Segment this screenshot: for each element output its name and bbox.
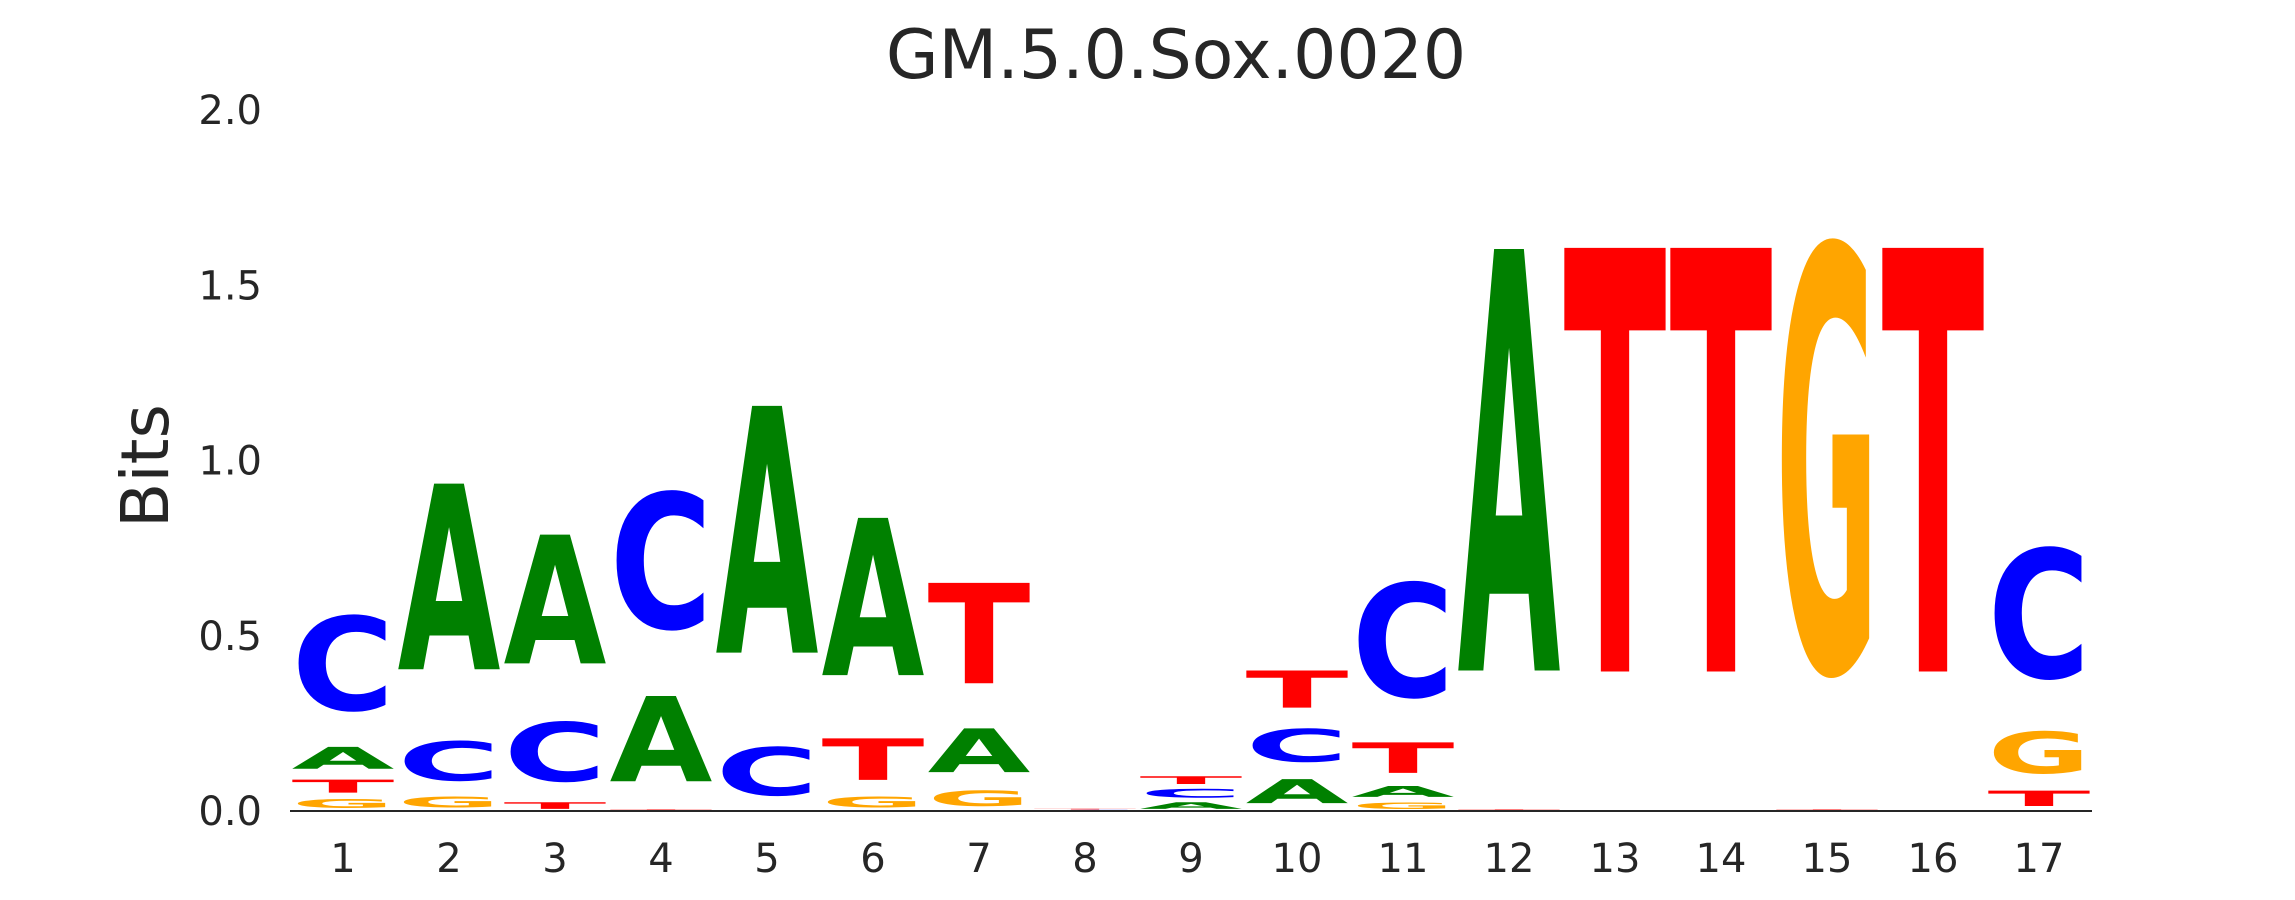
- logo-letter-c: C: [1246, 720, 1349, 773]
- logo-letter-a: A: [292, 741, 395, 776]
- logo-letter-c: C: [292, 590, 395, 740]
- x-tick-label: 2: [436, 836, 461, 882]
- letter-stacks: GTACGCATCATACCAGTAGATCTACTACTGATCTATTTGT…: [292, 132, 2091, 811]
- y-tick-label: 1.5: [198, 263, 262, 309]
- x-tick-label: 7: [966, 836, 991, 882]
- logo-letter-g: G: [822, 794, 925, 811]
- x-tick-label: 5: [754, 836, 779, 882]
- x-tick-label: 9: [1178, 836, 1203, 882]
- x-tick-label: 16: [1908, 836, 1959, 882]
- y-tick-label: 0.5: [198, 614, 262, 660]
- logo-letter-t: T: [1034, 809, 1137, 810]
- logo-letter-t: T: [1670, 134, 1774, 810]
- logo-letter-a: A: [928, 717, 1031, 787]
- logo-letter-a: A: [1140, 801, 1243, 811]
- logo-letter-c: C: [504, 706, 607, 800]
- logo-letter-c: C: [1140, 787, 1243, 801]
- logo-letter-c: C: [610, 455, 713, 672]
- logo-letter-c: C: [1988, 513, 2091, 719]
- logo-letter-t: T: [1564, 134, 1668, 810]
- logo-letter-t: T: [1352, 734, 1455, 783]
- logo-letter-a: A: [1246, 772, 1349, 810]
- y-axis-ticks: 0.0 0.5 1.0 1.5 2.0: [198, 88, 262, 835]
- x-tick-label: 4: [648, 836, 673, 882]
- logo-letter-t: T: [928, 556, 1031, 716]
- logo-letter-g: G: [398, 794, 501, 811]
- logo-letter-t: T: [822, 727, 925, 793]
- y-tick-label: 0.0: [198, 789, 262, 835]
- logo-letter-c: C: [716, 734, 819, 811]
- x-tick-label: 13: [1590, 836, 1641, 882]
- logo-letter-g: G: [1988, 720, 2091, 786]
- logo-letter-t: T: [1988, 787, 2091, 811]
- x-axis-ticks: 1 2 3 4 5 6 7 8 9 10 11 12 13 14 15 16 17: [330, 836, 2064, 882]
- logo-letter-t: T: [504, 801, 607, 811]
- logo-letter-t: T: [292, 776, 395, 797]
- logo-letter-a: A: [504, 500, 607, 706]
- y-tick-label: 2.0: [198, 88, 262, 134]
- logo-letter-a: A: [716, 338, 820, 733]
- logo-letter-g: G: [292, 797, 395, 811]
- logo-letter-a: A: [1458, 134, 1562, 807]
- x-tick-label: 8: [1072, 836, 1097, 882]
- logo-letter-a: A: [398, 432, 501, 729]
- chart-title: GM.5.0.Sox.0020: [886, 16, 1466, 95]
- logo-letter-t: T: [1246, 661, 1349, 720]
- x-tick-label: 10: [1272, 836, 1323, 882]
- logo-letter-a: A: [1352, 783, 1455, 800]
- x-tick-label: 14: [1696, 836, 1747, 882]
- y-tick-label: 1.0: [198, 439, 262, 485]
- x-tick-label: 1: [330, 836, 355, 882]
- x-tick-label: 15: [1802, 836, 1853, 882]
- logo-letter-t: T: [1882, 134, 1986, 810]
- y-axis-label: Bits: [107, 404, 184, 528]
- x-tick-label: 3: [542, 836, 567, 882]
- logo-letter-a: A: [610, 674, 713, 809]
- logo-letter-g: G: [1352, 801, 1455, 811]
- logo-letter-g: G: [928, 787, 1031, 811]
- logo-letter-c: C: [398, 731, 501, 794]
- x-tick-label: 17: [2014, 836, 2065, 882]
- x-tick-label: 11: [1378, 836, 1429, 882]
- x-tick-label: 12: [1484, 836, 1535, 882]
- logo-letter-g: G: [1776, 132, 1879, 808]
- logo-letter-c: C: [1352, 551, 1455, 733]
- logo-letter-t: T: [1140, 774, 1243, 786]
- x-tick-label: 6: [860, 836, 885, 882]
- logo-letter-a: A: [822, 476, 925, 726]
